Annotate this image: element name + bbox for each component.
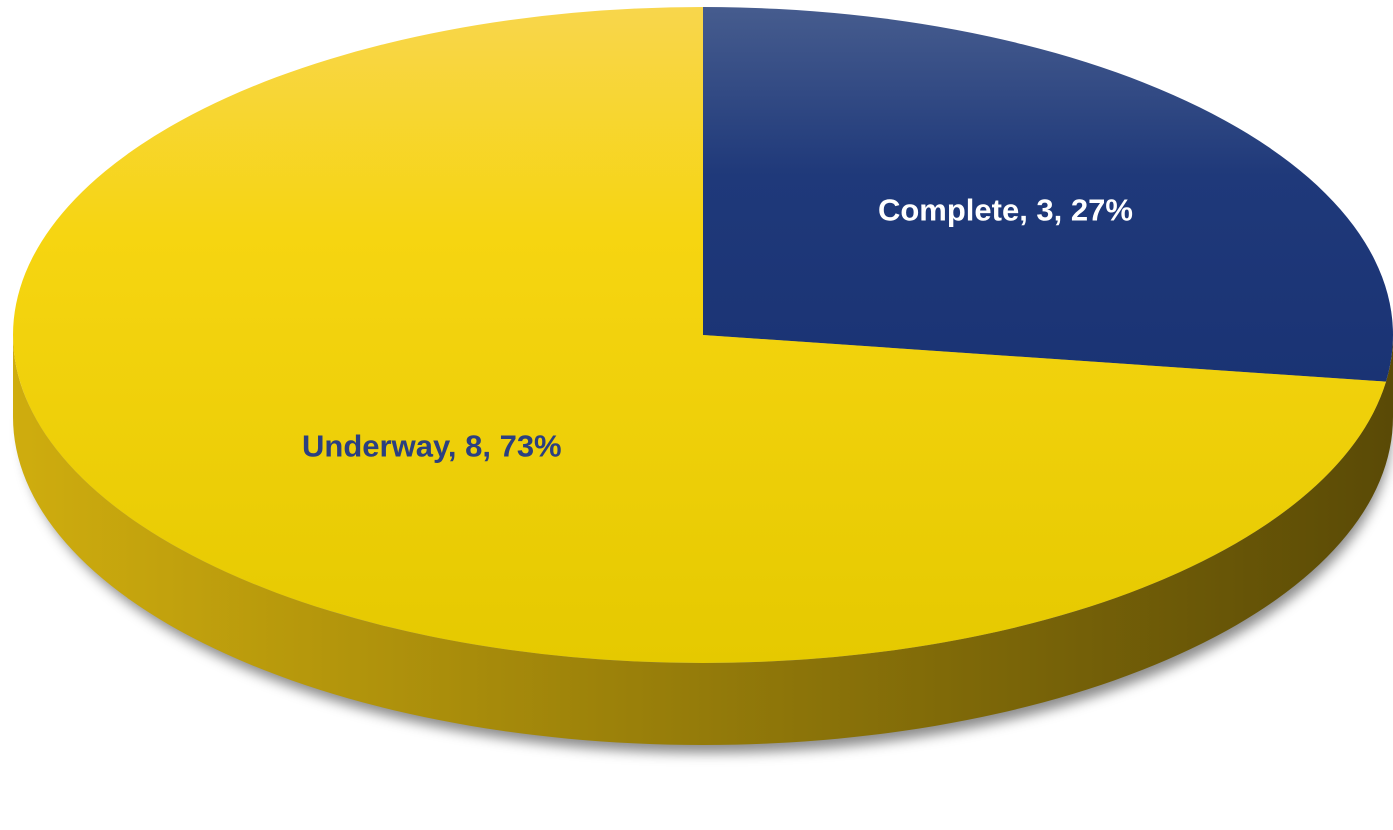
- pie-data-labels: Complete, 3, 27% Underway, 8, 73%: [302, 192, 1133, 463]
- pie-side: [13, 335, 1393, 745]
- pie-slice-complete: [703, 7, 1393, 382]
- pie-slice-underway: [13, 7, 1386, 663]
- pie-slices: [13, 7, 1393, 663]
- data-label-underway: Underway, 8, 73%: [302, 429, 562, 464]
- pie-side-wall: [13, 335, 1393, 745]
- data-label-complete: Complete, 3, 27%: [878, 192, 1133, 227]
